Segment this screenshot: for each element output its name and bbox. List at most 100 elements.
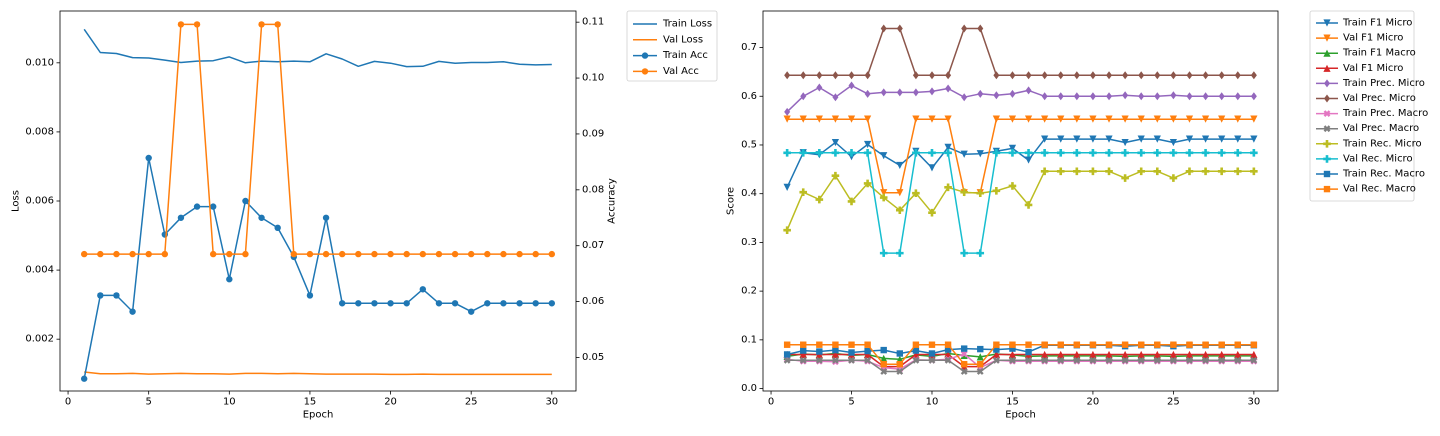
data-point-train-acc <box>306 292 314 299</box>
data-point-train-rec-micro <box>1217 167 1226 176</box>
data-point-train-rec-micro <box>992 186 1001 195</box>
data-point-train-prec-micro <box>961 93 968 102</box>
series-line-val-prec-macro <box>787 359 1254 373</box>
x-tick-label: 0 <box>768 397 774 408</box>
data-point-val-acc <box>532 250 539 258</box>
legend-entry: Val Prec. Macro <box>1316 123 1419 134</box>
data-point-val-acc <box>258 21 265 28</box>
series-val-prec-macro-7 <box>783 356 1258 375</box>
y-tick-label: 0.6 <box>741 91 757 102</box>
data-point-val-rec-micro <box>895 249 904 257</box>
data-point-val-f1-micro <box>1089 350 1097 359</box>
legend-entry: Val F1 Micro <box>1316 33 1403 44</box>
data-point-val-prec-macro <box>1137 356 1145 364</box>
data-point-val-acc <box>451 250 459 258</box>
data-point-val-rec-macro <box>1234 341 1241 348</box>
x-tick-label: 25 <box>1167 397 1180 408</box>
data-point-val-acc <box>548 250 556 258</box>
data-point-train-prec-micro <box>1025 86 1032 95</box>
data-point-train-prec-micro <box>1106 92 1113 101</box>
y-right-tick-label: 0.06 <box>582 296 604 307</box>
data-point-val-rec-macro <box>1009 341 1016 348</box>
data-point-val-f1-micro <box>1234 350 1242 359</box>
data-point-train-f1-micro <box>831 138 840 147</box>
data-point-val-acc <box>226 250 233 258</box>
data-point-train-prec-micro <box>993 91 1000 100</box>
data-point-train-prec-micro <box>896 88 903 97</box>
series-line-train-loss <box>83 28 552 68</box>
x-tick-label: 30 <box>545 397 558 408</box>
data-point-val-rec-macro <box>977 361 984 368</box>
data-point-val-rec-micro <box>1250 148 1258 157</box>
data-point-train-acc <box>193 203 201 210</box>
data-point-val-rec-macro <box>1170 341 1177 348</box>
data-point-train-acc <box>355 300 362 307</box>
data-point-train-acc <box>371 300 378 307</box>
data-point-train-rec-micro <box>879 193 888 202</box>
data-point-val-f1-micro <box>944 115 952 123</box>
data-point-val-f1-micro <box>1169 350 1177 359</box>
data-point-val-prec-macro <box>1025 356 1032 364</box>
data-point-train-prec-micro <box>1057 92 1064 101</box>
x-tick-label: 20 <box>384 397 397 408</box>
data-point-val-rec-macro <box>1121 341 1129 348</box>
data-point-val-acc <box>242 250 249 258</box>
series-val-loss <box>84 371 552 376</box>
y-tick-label: 0.002 <box>25 334 54 345</box>
data-point-val-f1-micro <box>912 350 920 359</box>
data-point-val-prec-micro <box>832 71 839 80</box>
data-point-val-acc <box>80 250 88 258</box>
data-point-train-rec-micro <box>1233 167 1242 176</box>
legend-entry: Val Prec. Micro <box>1316 93 1416 104</box>
data-point-train-rec-macro <box>960 345 968 352</box>
data-point-val-f1-micro <box>1057 115 1065 123</box>
legend-label: Val Prec. Micro <box>1343 93 1416 104</box>
data-point-val-prec-micro <box>816 71 823 80</box>
series-val-acc <box>80 21 556 258</box>
data-point-train-acc <box>258 214 265 221</box>
data-point-val-f1-micro <box>912 115 920 123</box>
y-tick-label: 0.3 <box>741 237 757 248</box>
series-train-loss <box>83 28 552 68</box>
data-point-train-acc <box>129 308 136 315</box>
data-point-train-prec-micro <box>1250 92 1257 101</box>
data-point-val-prec-macro <box>1073 356 1081 364</box>
data-point-train-rec-micro <box>976 189 985 198</box>
legend-entry: Train Prec. Micro <box>1316 78 1425 89</box>
data-point-train-prec-micro <box>848 81 855 90</box>
data-point-val-f1-micro <box>880 189 888 197</box>
data-point-val-f1-micro <box>1250 115 1258 123</box>
data-point-train-prec-micro <box>864 89 871 98</box>
data-point-val-rec-micro <box>879 249 888 257</box>
data-point-train-f1-micro <box>847 153 856 161</box>
data-point-train-prec-macro <box>960 350 968 358</box>
data-point-val-f1-micro <box>1185 115 1194 123</box>
data-point-train-f1-micro <box>783 183 791 191</box>
series-val-rec-macro-11 <box>783 341 1258 368</box>
data-point-val-acc <box>403 250 410 258</box>
data-point-val-acc <box>306 250 314 258</box>
data-point-val-prec-micro <box>1122 71 1129 80</box>
data-point-val-prec-micro <box>1186 71 1193 80</box>
data-point-train-acc <box>80 375 88 382</box>
data-point-val-rec-macro <box>783 341 791 348</box>
data-point-val-f1-micro <box>799 350 807 359</box>
x-tick-label: 15 <box>304 397 317 408</box>
data-point-train-rec-micro <box>831 171 840 180</box>
data-point-train-rec-macro <box>944 346 952 353</box>
y-tick-label: 0.5 <box>741 139 757 150</box>
data-point-train-rec-macro <box>896 350 903 357</box>
y-right-tick-label: 0.05 <box>582 352 604 363</box>
x-tick-label: 25 <box>465 397 478 408</box>
data-point-train-prec-micro <box>977 89 984 98</box>
data-point-val-f1-micro <box>831 115 840 123</box>
data-point-train-acc <box>322 214 330 221</box>
data-point-val-rec-micro <box>847 148 856 157</box>
data-point-train-rec-macro <box>880 346 887 354</box>
data-point-train-rec-macro <box>1009 345 1016 352</box>
legend-marker <box>1323 155 1331 163</box>
data-point-train-prec-micro <box>1218 92 1225 101</box>
data-point-train-f1-micro <box>1201 135 1210 143</box>
data-point-val-rec-micro <box>976 249 985 257</box>
data-point-train-prec-micro <box>1122 91 1129 100</box>
